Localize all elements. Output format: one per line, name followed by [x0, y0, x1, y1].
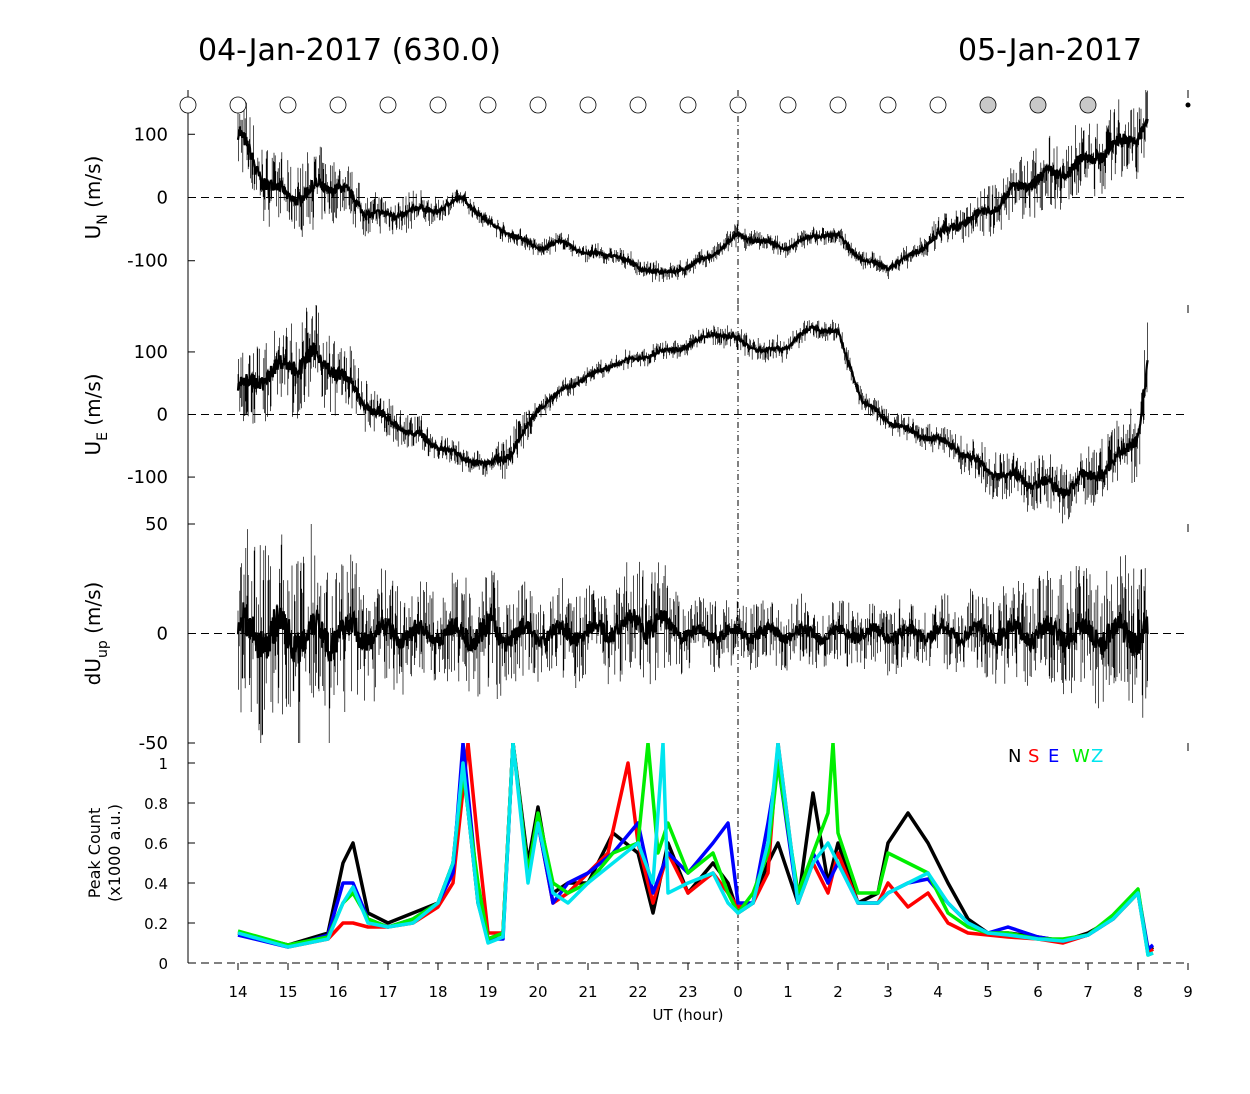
title-right: 05-Jan-2017 [958, 33, 1142, 68]
sky-marker-2 [279, 96, 297, 114]
ylabel-peak: Peak Count(x1000 a.u.) [85, 804, 124, 902]
title-left: 04-Jan-2017 (630.0) [198, 33, 501, 68]
x-axis-label: UT (hour) [653, 1006, 724, 1024]
peak-line-S [237, 743, 1155, 955]
xtick-label-1: 15 [278, 983, 297, 1001]
sky-marker-9 [629, 96, 647, 114]
ylabel-unit: (m/s) [81, 373, 105, 432]
ytick-label-ue-2: -100 [127, 467, 168, 488]
ytick-label-peak-0: 0 [158, 955, 168, 973]
legend-S: S [1028, 746, 1039, 767]
sky-marker-0 [179, 96, 197, 114]
sky-marker-12 [779, 96, 797, 114]
xtick-label-8: 22 [628, 983, 647, 1001]
ylabel-line1: Peak Count [85, 808, 104, 899]
ytick-label-ue-1: 0 [157, 405, 168, 426]
sky-marker-8 [579, 96, 597, 114]
xtick-label-4: 18 [428, 983, 447, 1001]
xtick-label-18: 8 [1133, 983, 1143, 1001]
ytick-label-un-1: 0 [157, 188, 168, 209]
sky-marker-18 [1079, 96, 1097, 114]
ytick-label-peak-5: 1 [158, 755, 168, 773]
ylabel-un: UN (m/s) [81, 156, 111, 240]
sky-marker-7 [529, 96, 547, 114]
ylabel-main: U [81, 225, 105, 240]
trace-line-un [236, 117, 1149, 276]
legend-Z: Z [1091, 746, 1103, 767]
ytick-label-peak-1: 0.2 [144, 915, 168, 933]
sky-marker-3 [329, 96, 347, 114]
ytick-label-peak-3: 0.6 [144, 835, 168, 853]
ytick-label-dup-0: 50 [145, 514, 168, 535]
xtick-label-0: 14 [228, 983, 247, 1001]
series-peak-N [237, 743, 1155, 953]
ylabel-sub: up [95, 640, 111, 658]
xtick-label-6: 20 [528, 983, 547, 1001]
series-peak-Z [237, 743, 1154, 957]
sky-marker-15 [929, 96, 947, 114]
sky-marker-11 [729, 96, 747, 114]
ylabel-unit: (m/s) [81, 582, 105, 641]
series-dup-0 [236, 524, 1149, 743]
ylabel-dup: dUup (m/s) [81, 582, 111, 686]
sky-marker-1 [229, 96, 247, 114]
ytick-label-ue-0: 100 [134, 342, 168, 363]
ytick-label-un-2: -100 [127, 251, 168, 272]
legend-E: E [1048, 746, 1059, 767]
sky-marker-16 [979, 96, 997, 114]
xtick-label-5: 19 [478, 983, 497, 1001]
xtick-label-11: 1 [783, 983, 793, 1001]
xtick-label-14: 4 [933, 983, 943, 1001]
sky-marker-5 [429, 96, 447, 114]
sky-marker-dot [1185, 102, 1191, 108]
xtick-label-12: 2 [833, 983, 843, 1001]
ylabel-main: U [81, 441, 105, 456]
ytick-label-dup-1: 0 [157, 624, 168, 645]
xtick-label-15: 5 [983, 983, 993, 1001]
ylabel-sub: E [95, 432, 111, 441]
sky-marker-13 [829, 96, 847, 114]
xtick-label-19: 9 [1183, 983, 1193, 1001]
xtick-label-10: 0 [733, 983, 743, 1001]
xtick-label-13: 3 [883, 983, 893, 1001]
sky-marker-17 [1029, 96, 1047, 114]
sky-marker-4 [379, 96, 397, 114]
ytick-label-dup-2: -50 [139, 733, 168, 754]
xtick-label-3: 17 [378, 983, 397, 1001]
ytick-label-un-0: 100 [134, 124, 168, 145]
ylabel-main: dU [81, 658, 105, 685]
ytick-label-peak-2: 0.4 [144, 875, 168, 893]
trace-line-ue [236, 323, 1149, 499]
peak-line-Z [237, 743, 1154, 957]
series-ue-0 [236, 305, 1149, 524]
ylabel-unit: (m/s) [81, 156, 105, 215]
peak-line-N [237, 743, 1155, 953]
xtick-label-9: 23 [678, 983, 697, 1001]
sky-marker-14 [879, 96, 897, 114]
ylabel-sub: N [95, 214, 111, 224]
ylabel-line2: (x1000 a.u.) [105, 804, 124, 902]
ylabel-ue: UE (m/s) [81, 373, 111, 455]
trace-line-dup [236, 602, 1149, 664]
series-peak-S [237, 743, 1155, 955]
sky-marker-10 [679, 96, 697, 114]
xtick-label-16: 6 [1033, 983, 1043, 1001]
xtick-label-17: 7 [1083, 983, 1093, 1001]
sky-marker-6 [479, 96, 497, 114]
xtick-label-2: 16 [328, 983, 347, 1001]
legend-W: W [1072, 746, 1090, 767]
ytick-label-peak-4: 0.8 [144, 795, 168, 813]
xtick-label-7: 21 [578, 983, 597, 1001]
legend-N: N [1008, 746, 1021, 767]
series-un-0 [236, 90, 1149, 283]
